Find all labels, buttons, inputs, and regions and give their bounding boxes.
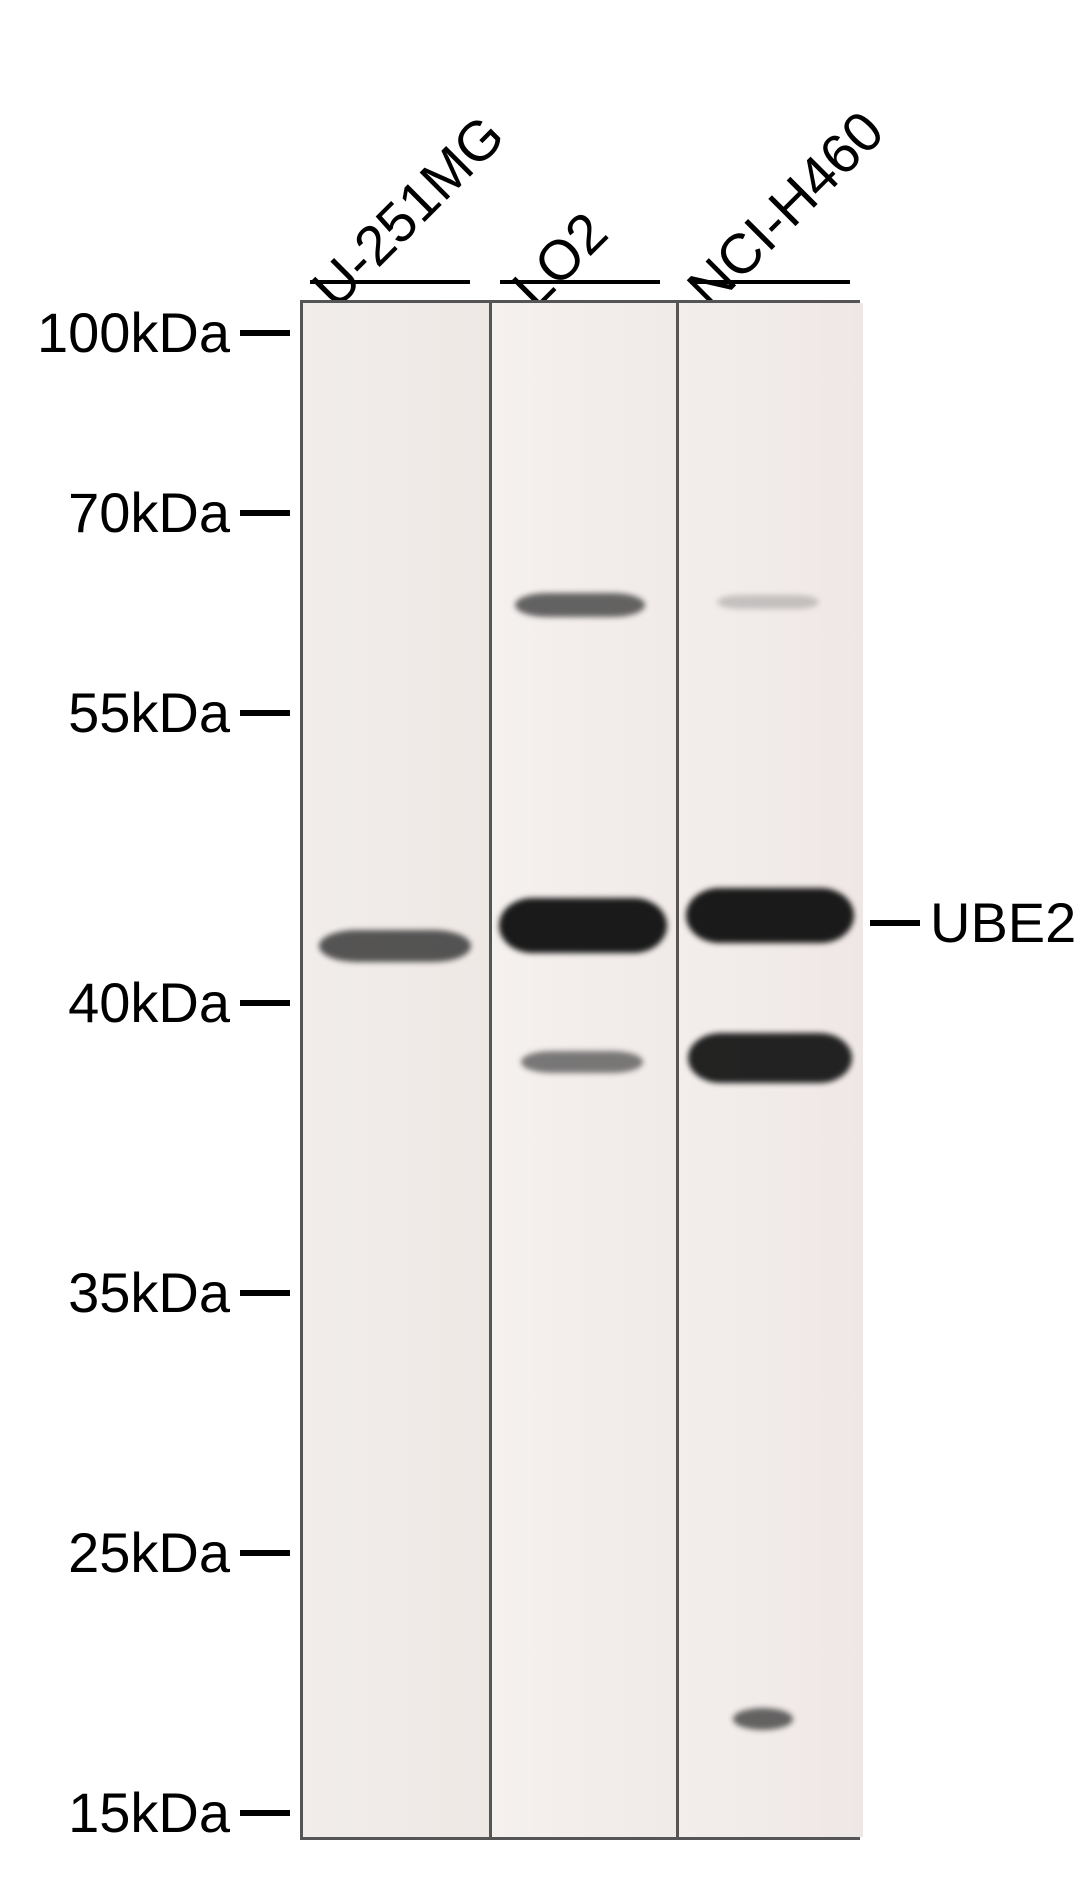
lane-bg-0 xyxy=(303,303,489,1837)
target-tick xyxy=(870,920,920,926)
marker-40kda: 40kDa xyxy=(20,970,230,1035)
marker-tick-55 xyxy=(240,710,290,716)
lane-underline-1 xyxy=(500,280,660,284)
marker-tick-100 xyxy=(240,330,290,336)
marker-70kda: 70kDa xyxy=(20,480,230,545)
marker-15kda: 15kDa xyxy=(20,1780,230,1845)
lane-divider-1 xyxy=(676,303,679,1837)
blot-membrane xyxy=(300,300,860,1840)
band-l1-main xyxy=(499,898,667,953)
marker-35kda: 35kDa xyxy=(20,1260,230,1325)
band-l1-upper xyxy=(515,593,645,617)
band-l2-main xyxy=(686,888,854,943)
band-l2-lower xyxy=(688,1033,852,1083)
marker-tick-70 xyxy=(240,510,290,516)
band-l1-lower xyxy=(521,1051,643,1073)
lane-divider-0 xyxy=(489,303,492,1837)
band-l2-bottom-spot xyxy=(733,1708,793,1730)
marker-tick-35 xyxy=(240,1290,290,1296)
marker-tick-25 xyxy=(240,1550,290,1556)
band-l2-upper-faint xyxy=(717,595,819,609)
lane-label-0: U-251MG xyxy=(299,102,517,320)
marker-25kda: 25kDa xyxy=(20,1520,230,1585)
western-blot-figure: U-251MG LO2 NCI-H460 100kDa 70kDa 55kDa … xyxy=(0,0,1080,1881)
marker-tick-40 xyxy=(240,1000,290,1006)
lane-label-2: NCI-H460 xyxy=(674,98,896,320)
marker-tick-15 xyxy=(240,1810,290,1816)
lane-underline-0 xyxy=(310,280,470,284)
marker-100kda: 100kDa xyxy=(20,300,230,365)
lane-underline-2 xyxy=(690,280,850,284)
target-label: UBE2U xyxy=(930,890,1080,955)
marker-55kda: 55kDa xyxy=(20,680,230,745)
band-l0-main xyxy=(319,930,471,962)
